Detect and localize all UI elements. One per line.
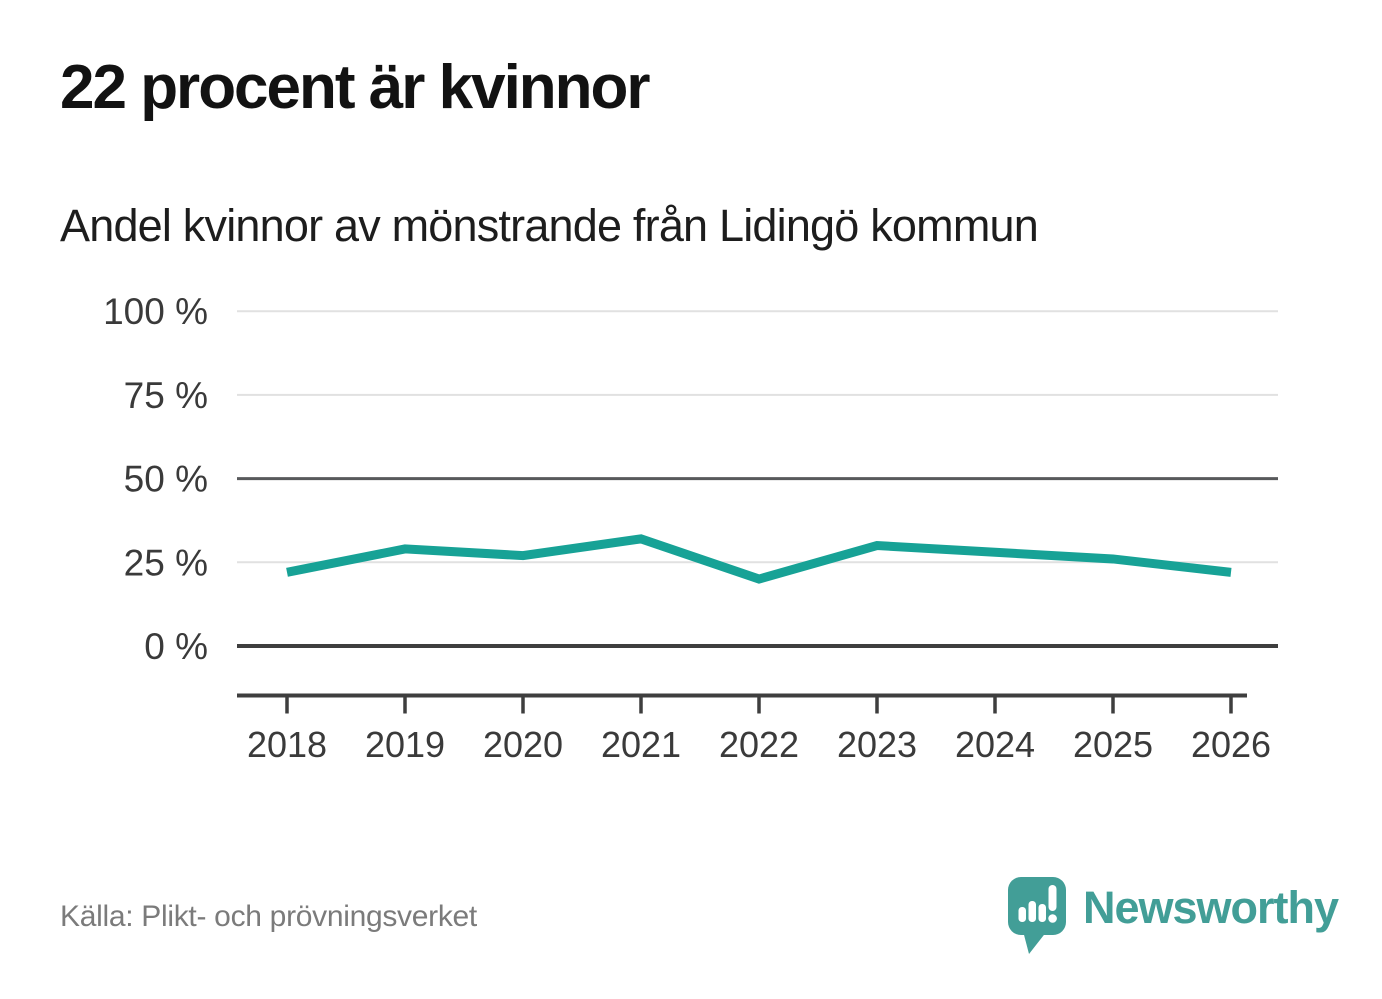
y-tick-label-75: 75 %: [124, 375, 208, 416]
x-tick-label-2021: 2021: [601, 724, 681, 765]
newsworthy-logo-text: Newsworthy: [1083, 882, 1339, 933]
newsworthy-logo-icon: [1008, 877, 1066, 954]
x-tick-label-2020: 2020: [483, 724, 563, 765]
newsworthy-logo: Newsworthy: [1008, 877, 1339, 957]
x-tick-label-2019: 2019: [365, 724, 445, 765]
x-tick-label-2024: 2024: [955, 724, 1035, 765]
x-tick-label-2026: 2026: [1191, 724, 1271, 765]
source-note: Källa: Plikt- och prövningsverket: [60, 900, 477, 933]
y-tick-label-50: 50 %: [124, 459, 208, 500]
x-tick-label-2018: 2018: [247, 724, 327, 765]
chart-subtitle: Andel kvinnor av mönstrande från Lidingö…: [60, 200, 1039, 251]
y-tick-label-100: 100 %: [103, 291, 208, 332]
x-tick-label-2025: 2025: [1073, 724, 1153, 765]
y-tick-label-25: 25 %: [124, 542, 208, 583]
x-tick-label-2023: 2023: [837, 724, 917, 765]
x-tick-label-2022: 2022: [719, 724, 799, 765]
data-line-andel-kvinnor-av-m-nstrande: [286, 534, 1232, 584]
chart-title: 22 procent är kvinnor: [60, 53, 651, 122]
y-tick-label-0: 0 %: [144, 626, 208, 667]
